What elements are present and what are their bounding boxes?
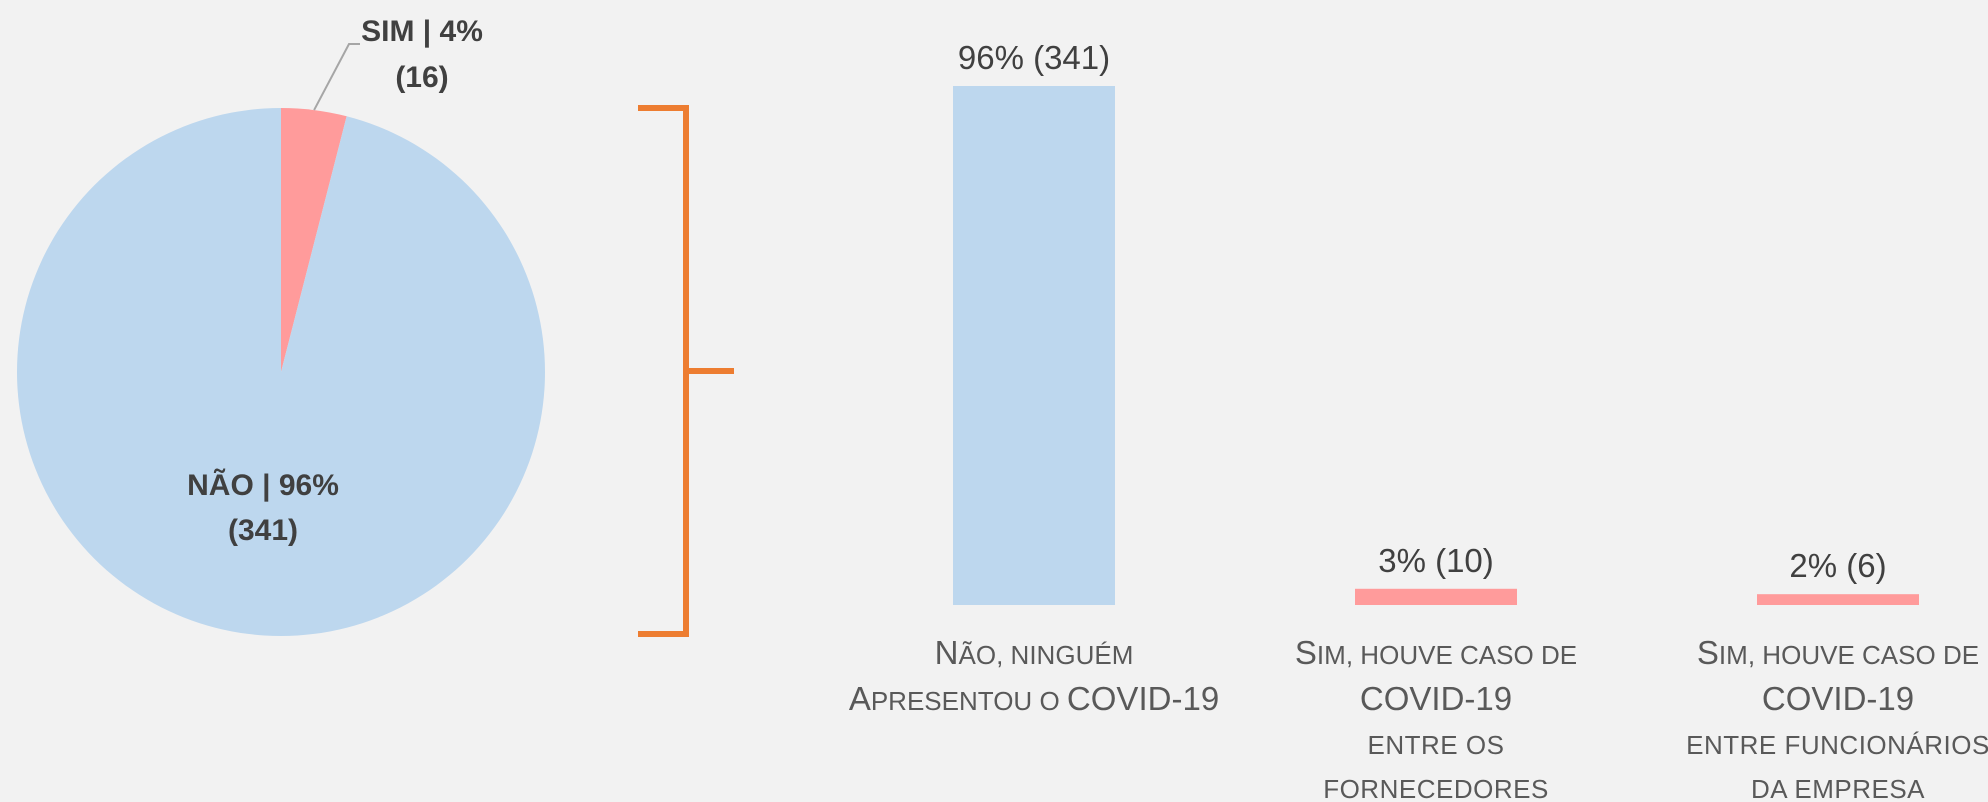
bar-2 <box>1355 588 1517 605</box>
category-label-3-line-4: DA EMPRESA <box>1751 774 1925 802</box>
category-label-2-line-3: ENTRE OS <box>1368 730 1505 760</box>
bar-chart: 96% (341) 3% (10) 2% (6) NÃO, NINGUÉM APRESE… <box>849 39 1988 802</box>
category-label-3-line-3: ENTRE FUNCIONÁRIOS <box>1686 730 1988 760</box>
pie-label-sim: SIM | 4% <box>361 15 483 48</box>
category-label-2-line-1: SIM, HOUVE CASO DE <box>1295 634 1577 671</box>
bar-value-label-3: 2% (6) <box>1789 547 1886 584</box>
pie-slice-nao <box>16 108 545 636</box>
category-label-2-line-4: FORNECEDORES <box>1323 774 1549 802</box>
bar-1 <box>953 86 1115 605</box>
bracket-line <box>638 105 689 637</box>
bar-value-label-1: 96% (341) <box>958 39 1110 76</box>
pie-leader-line <box>313 43 360 111</box>
pie-slice-sim <box>281 108 347 372</box>
category-label-2-line-2: COVID-19 <box>1360 680 1512 717</box>
pie-label-nao-count: (341) <box>228 514 298 547</box>
bracket-connector <box>638 105 734 637</box>
bar-value-label-2: 3% (10) <box>1378 542 1494 579</box>
category-label-1-line-2: APRESENTOU O COVID-19 <box>849 680 1219 717</box>
pie-label-sim-count: (16) <box>395 61 448 94</box>
pie-label-nao: NÃO | 96% <box>187 468 339 502</box>
pie-chart: NÃO | 96% (341) SIM | 4% (16) <box>16 15 545 636</box>
category-label-3-line-2: COVID-19 <box>1762 680 1914 717</box>
category-label-3-line-1: SIM, HOUVE CASO DE <box>1697 634 1979 671</box>
bar-3 <box>1757 594 1919 605</box>
category-label-1-line-1: NÃO, NINGUÉM <box>935 634 1134 671</box>
